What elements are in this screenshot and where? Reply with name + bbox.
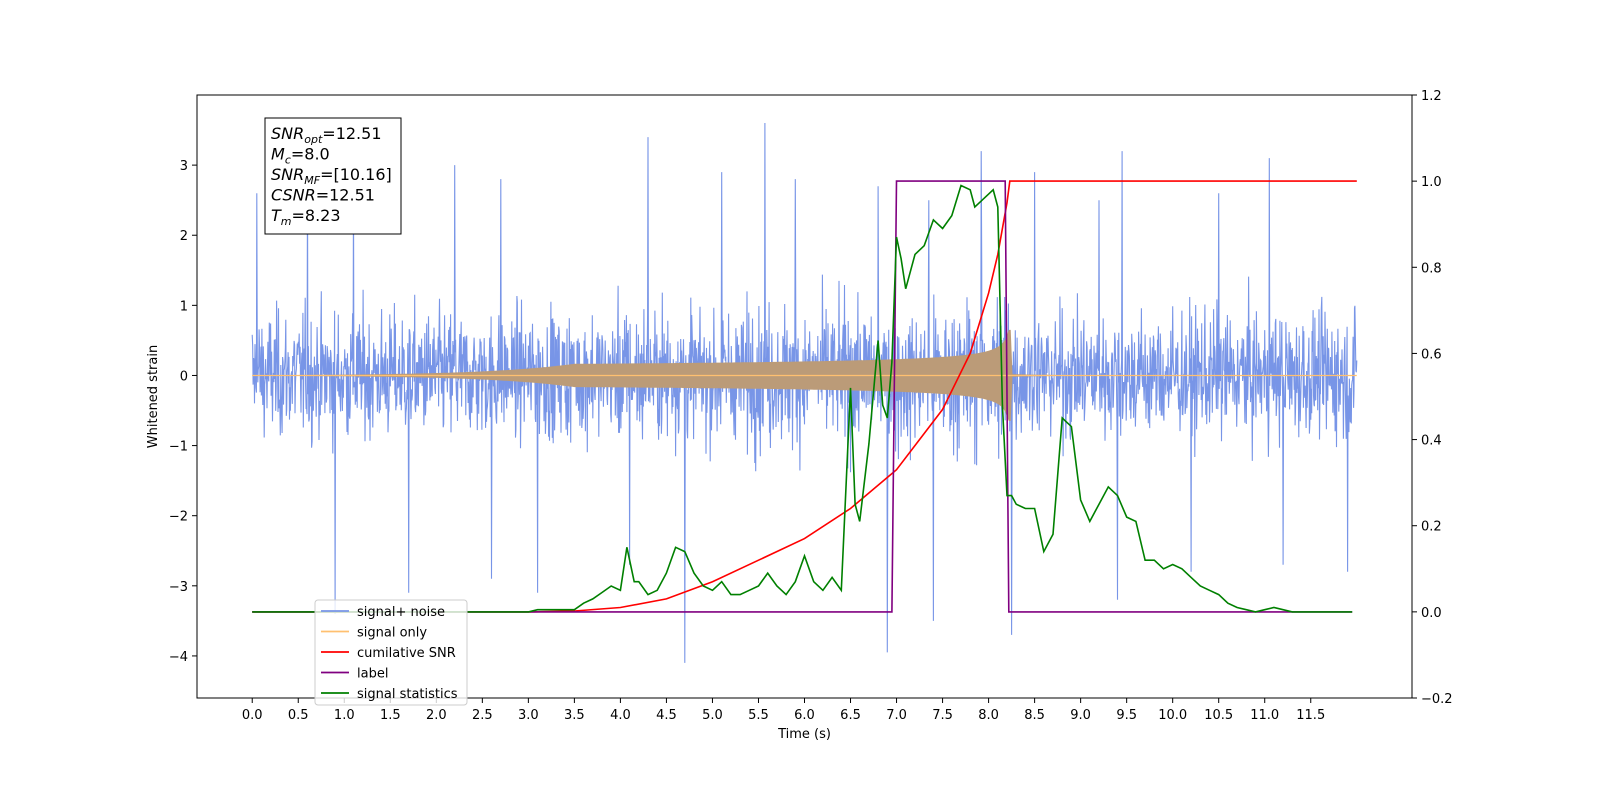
y-tick-label: −2 <box>169 510 188 525</box>
legend-entry: signal only <box>357 626 427 641</box>
annotation-line: Mc=8.0 <box>271 145 330 167</box>
x-tick-label: 10.5 <box>1204 708 1233 723</box>
y-tick-label: 0 <box>180 369 188 384</box>
legend-entry: signal+ noise <box>357 605 445 620</box>
y2-tick-label: 0.6 <box>1421 347 1442 362</box>
x-tick-label: 5.5 <box>748 708 769 723</box>
annotation-box <box>264 117 402 235</box>
y2-tick-label: 0.0 <box>1421 606 1442 621</box>
x-tick-label: 2.5 <box>472 708 493 723</box>
y2-tick-label: 0.8 <box>1421 261 1442 276</box>
x-tick-label: 0.5 <box>288 708 309 723</box>
x-tick-label: 5.0 <box>702 708 723 723</box>
annotation-line: CSNR=12.51 <box>271 186 375 205</box>
x-tick-label: 9.0 <box>1070 708 1091 723</box>
y-axis-right: −0.2 0.0 0.2 0.4 0.6 0.8 1.0 1.2 <box>1412 89 1453 707</box>
annotation-line: Tm=8.23 <box>271 206 341 228</box>
x-tick-label: 4.5 <box>656 708 677 723</box>
x-tick-label: 3.5 <box>564 708 585 723</box>
x-tick-label: 11.5 <box>1296 708 1325 723</box>
x-tick-label: 1.0 <box>334 708 355 723</box>
x-tick-label: 3.0 <box>518 708 539 723</box>
series-label <box>252 180 1353 613</box>
x-tick-label: 0.0 <box>242 708 263 723</box>
x-axis: 0.0 0.5 1.0 1.5 2.0 2.5 3.0 3.5 4.0 4.5 5.0 5.5 6.0 6… <box>242 698 1325 723</box>
x-tick-label: 10.0 <box>1158 708 1187 723</box>
y2-tick-label: 0.4 <box>1421 434 1442 449</box>
legend: signal+ noise signal only cumilative SNR la… <box>314 599 468 706</box>
x-tick-label: 8.0 <box>978 708 999 723</box>
x-tick-label: 1.5 <box>380 708 401 723</box>
y2-tick-label: 1.2 <box>1421 89 1442 104</box>
legend-entry: label <box>357 667 388 682</box>
legend-frame <box>314 599 468 706</box>
series-signal-statistics <box>252 184 1353 613</box>
y-tick-label: −1 <box>169 440 188 455</box>
y-axis-label: Whitened strain <box>146 345 161 448</box>
y2-tick-label: −0.2 <box>1421 692 1453 707</box>
y2-tick-label: 0.2 <box>1421 520 1442 535</box>
series-signal-noise <box>251 122 1358 663</box>
annotation-line: SNRopt=12.51 <box>271 124 382 146</box>
y-tick-label: 1 <box>180 299 188 314</box>
annotation-line: SNRMF=[10.16] <box>271 165 392 187</box>
legend-entry: signal statistics <box>357 687 458 702</box>
y-tick-label: 2 <box>180 229 188 244</box>
x-tick-label: 7.0 <box>886 708 907 723</box>
x-tick-label: 4.0 <box>610 708 631 723</box>
x-tick-label: 6.5 <box>840 708 861 723</box>
plot-area <box>251 122 1358 663</box>
y-tick-label: −4 <box>169 650 188 665</box>
legend-entry: cumilative SNR <box>357 646 456 661</box>
y2-tick-label: 1.0 <box>1421 175 1442 190</box>
x-tick-label: 9.5 <box>1116 708 1137 723</box>
x-tick-label: 11.0 <box>1250 708 1279 723</box>
y-axis-left: −4 −3 −2 −1 0 1 2 3 <box>169 159 197 665</box>
x-axis-label: Time (s) <box>777 727 831 742</box>
stats-annotation-box: SNRopt=12.51Mc=8.0SNRMF=[10.16]CSNR=12.5… <box>264 117 402 235</box>
x-tick-label: 8.5 <box>1024 708 1045 723</box>
x-tick-label: 6.0 <box>794 708 815 723</box>
y-tick-label: 3 <box>180 159 188 174</box>
y-tick-label: −3 <box>169 580 188 595</box>
x-tick-label: 2.0 <box>426 708 447 723</box>
x-tick-label: 7.5 <box>932 708 953 723</box>
